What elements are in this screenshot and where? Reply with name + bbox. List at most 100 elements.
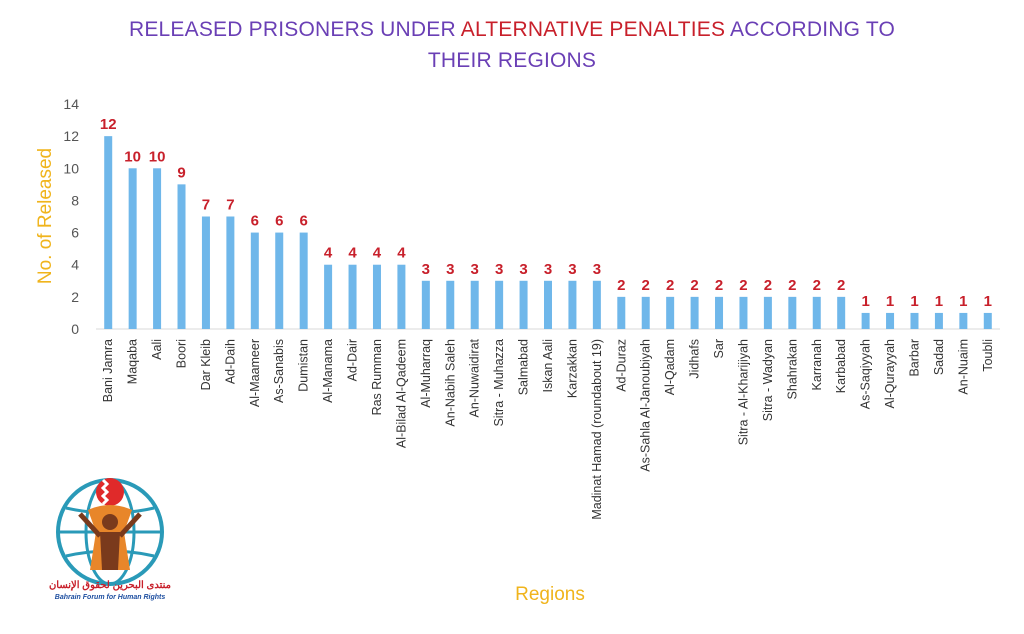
data-label: 2 — [837, 277, 845, 294]
x-tick-label: Al-Bilad Al-Qadeem — [394, 339, 408, 448]
data-label: 10 — [124, 148, 141, 165]
data-label: 3 — [471, 261, 479, 278]
data-label: 7 — [202, 197, 210, 214]
y-tick-label: 10 — [63, 160, 79, 176]
data-label: 1 — [886, 293, 894, 310]
data-label: 4 — [324, 245, 333, 262]
x-tick-label: Iskan Aali — [541, 339, 555, 393]
x-tick-label: Al-Maameer — [248, 339, 262, 407]
bar — [324, 264, 333, 329]
x-tick-label: Sadad — [932, 339, 946, 375]
y-tick-label: 8 — [71, 192, 79, 208]
x-tick-label: Sitra - Muhazza — [492, 339, 506, 427]
data-label: 6 — [251, 213, 259, 230]
data-label: 3 — [568, 261, 576, 278]
bar — [983, 312, 992, 329]
x-tick-label: An-Nuwaidirat — [468, 338, 482, 417]
bar — [250, 232, 259, 329]
data-label: 4 — [348, 245, 357, 262]
x-tick-label: Al-Manama — [321, 339, 335, 403]
bar — [275, 232, 284, 329]
data-label: 1 — [861, 293, 869, 310]
data-label: 6 — [300, 213, 308, 230]
bar — [788, 296, 797, 329]
bar — [372, 264, 381, 329]
logo-arabic-text: منتدى البحرين لحقوق الإنسان — [48, 580, 172, 591]
data-label: 12 — [100, 116, 117, 133]
x-tick-label: Ras Rumman — [370, 339, 384, 415]
x-tick-label: Ad-Daih — [223, 339, 237, 384]
y-tick-label: 4 — [71, 257, 79, 273]
bar — [934, 312, 943, 329]
x-tick-label: Dar Kleib — [199, 339, 213, 390]
data-label: 2 — [715, 277, 723, 294]
bar — [446, 280, 455, 329]
title-part1: RELEASED PRISONERS UNDER — [128, 18, 461, 41]
y-axis-title: No. of Released — [35, 147, 56, 285]
data-label: 7 — [226, 197, 234, 214]
y-tick-label: 14 — [63, 96, 79, 112]
data-label: 3 — [495, 261, 503, 278]
data-label: 3 — [446, 261, 454, 278]
bar — [519, 280, 528, 329]
data-label: 1 — [935, 293, 943, 310]
data-label: 3 — [544, 261, 552, 278]
x-tick-label: Madinat Hamad (roundabout 19) — [590, 339, 604, 520]
data-label: 1 — [984, 293, 992, 310]
x-tick-label: As-Saqiyyah — [859, 339, 873, 409]
x-tick-label: Karranah — [810, 339, 824, 390]
x-tick-label: Shahrakan — [785, 339, 799, 400]
bar — [812, 296, 821, 329]
bar — [666, 296, 675, 329]
title-part2: ACCORDING TO — [725, 18, 896, 41]
data-label: 2 — [788, 277, 796, 294]
bar — [617, 296, 626, 329]
x-tick-label: Sitra - Wadyan — [761, 339, 775, 421]
data-label: 6 — [275, 213, 283, 230]
bar — [592, 280, 601, 329]
chart-title: RELEASED PRISONERS UNDER ALTERNATIVE PEN… — [0, 14, 1024, 76]
bar — [153, 168, 162, 329]
bar — [959, 312, 968, 329]
title-line2: THEIR REGIONS — [427, 49, 597, 72]
x-tick-label: Karzakkan — [565, 339, 579, 398]
bar — [397, 264, 406, 329]
data-label: 2 — [617, 277, 625, 294]
x-tick-label: Maqaba — [126, 339, 140, 384]
x-axis-title: Regions — [515, 584, 585, 605]
bar — [421, 280, 430, 329]
x-tick-label: Boori — [175, 339, 189, 368]
bar — [348, 264, 357, 329]
x-tick-label: Toubli — [981, 339, 995, 372]
x-tick-label: As-Sanabis — [272, 339, 286, 403]
bar — [201, 216, 210, 329]
logo-english-text: Bahrain Forum for Human Rights — [54, 594, 166, 601]
data-label: 1 — [910, 293, 918, 310]
data-label: 10 — [149, 148, 166, 165]
x-tick-label: Al-Qurayyah — [883, 339, 897, 409]
bar — [910, 312, 919, 329]
y-tick-label: 12 — [63, 128, 79, 144]
bar — [544, 280, 552, 329]
bar — [886, 312, 895, 329]
x-tick-label: Aali — [150, 339, 164, 360]
x-tick-label: Ad-Duraz — [614, 339, 628, 392]
x-tick-label: An-Nuaim — [956, 339, 970, 395]
data-label: 2 — [642, 277, 650, 294]
x-tick-label: Barbar — [907, 339, 921, 377]
y-tick-label: 6 — [71, 225, 79, 241]
x-tick-label: As-Sahla Al-Janoubiyah — [639, 339, 653, 472]
data-label: 2 — [764, 277, 772, 294]
bar — [177, 184, 186, 329]
data-label: 4 — [373, 245, 382, 262]
bar — [641, 296, 650, 329]
bar — [299, 232, 308, 329]
title-highlight: ALTERNATIVE PENALTIES — [460, 18, 726, 41]
data-label: 2 — [690, 277, 698, 294]
x-tick-label: Sitra - Al-Kharijiyah — [736, 339, 750, 445]
x-tick-label: Jidhafs — [688, 339, 702, 379]
bar — [739, 296, 748, 329]
bar — [226, 216, 235, 329]
bar — [128, 168, 137, 329]
